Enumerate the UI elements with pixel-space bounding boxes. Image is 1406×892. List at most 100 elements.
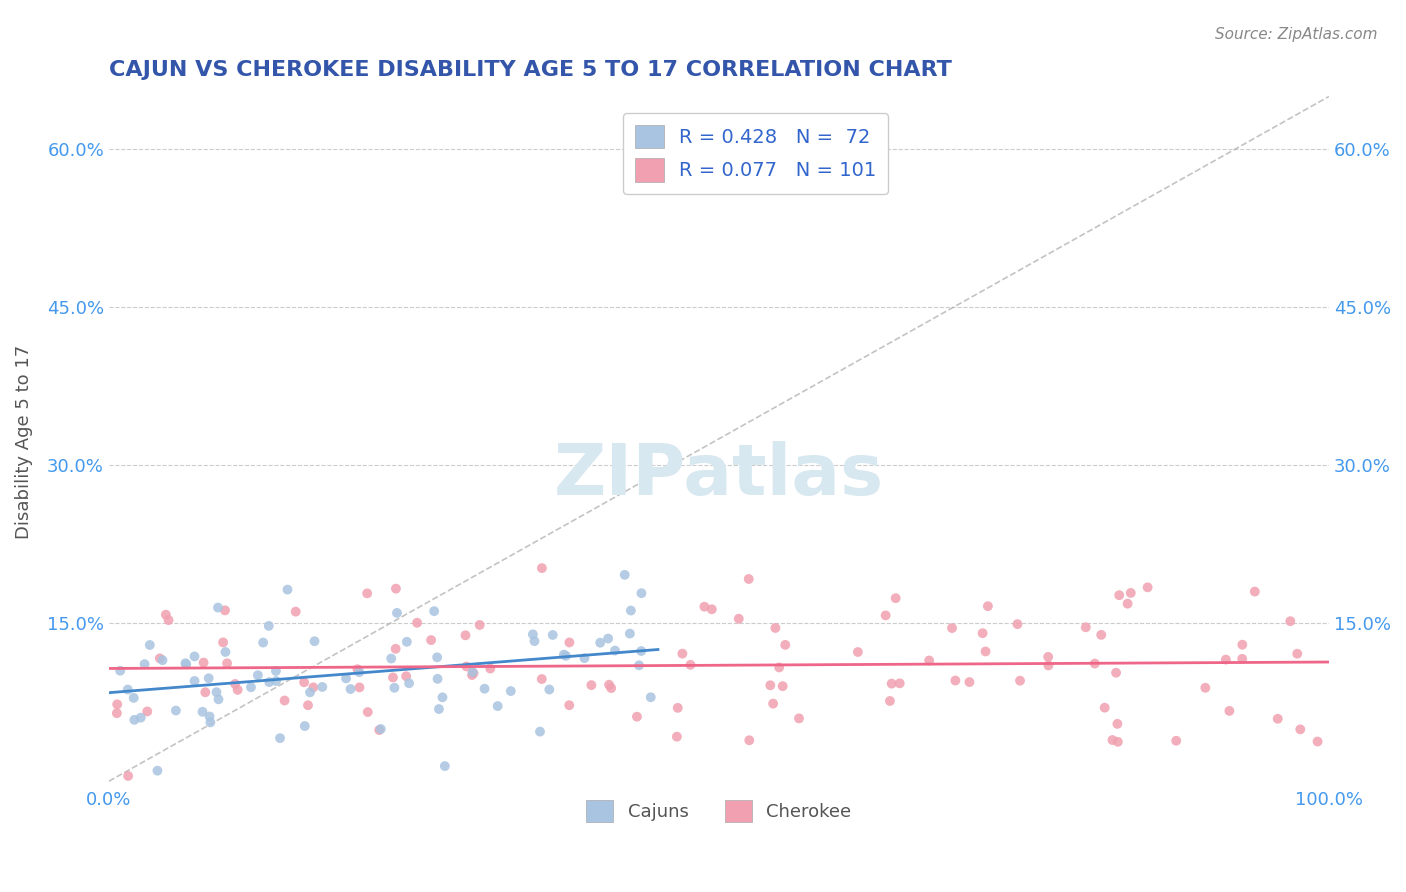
Point: [433, 759, 456, 773]
Point: [1232, 638, 1254, 652]
Point: [463, 666, 485, 681]
Point: [246, 668, 269, 682]
Point: [454, 628, 477, 642]
Point: [165, 704, 187, 718]
Legend: Cajuns, Cherokee: Cajuns, Cherokee: [575, 789, 862, 832]
Point: [1166, 733, 1188, 747]
Point: [679, 657, 702, 672]
Point: [108, 664, 131, 678]
Point: [1074, 620, 1097, 634]
Point: [1289, 723, 1312, 737]
Point: [385, 582, 408, 596]
Point: [426, 672, 449, 686]
Point: [558, 635, 581, 649]
Point: [875, 608, 897, 623]
Point: [620, 603, 643, 617]
Point: [600, 681, 623, 695]
Point: [1116, 597, 1139, 611]
Point: [152, 653, 174, 667]
Point: [598, 632, 620, 646]
Point: [157, 613, 180, 627]
Point: [273, 693, 295, 707]
Point: [884, 591, 907, 606]
Point: [207, 600, 229, 615]
Point: [420, 633, 443, 648]
Point: [630, 586, 652, 600]
Point: [356, 586, 378, 600]
Y-axis label: Disability Age 5 to 17: Disability Age 5 to 17: [15, 344, 32, 539]
Point: [105, 706, 128, 720]
Point: [193, 656, 215, 670]
Point: [252, 635, 274, 649]
Point: [1007, 617, 1029, 632]
Point: [574, 651, 596, 665]
Point: [619, 626, 641, 640]
Point: [335, 672, 357, 686]
Point: [124, 713, 146, 727]
Point: [214, 603, 236, 617]
Text: CAJUN VS CHEROKEE DISABILITY AGE 5 TO 17 CORRELATION CHART: CAJUN VS CHEROKEE DISABILITY AGE 5 TO 17…: [108, 60, 952, 79]
Point: [461, 665, 484, 680]
Point: [499, 684, 522, 698]
Point: [139, 638, 162, 652]
Point: [432, 690, 454, 705]
Point: [183, 649, 205, 664]
Point: [1232, 652, 1254, 666]
Point: [889, 676, 911, 690]
Point: [461, 668, 484, 682]
Point: [197, 671, 219, 685]
Point: [292, 675, 315, 690]
Point: [198, 709, 221, 723]
Point: [200, 715, 222, 730]
Point: [1105, 665, 1128, 680]
Point: [977, 599, 1000, 614]
Point: [628, 658, 651, 673]
Point: [117, 682, 139, 697]
Point: [1107, 735, 1129, 749]
Point: [479, 662, 502, 676]
Point: [1084, 657, 1107, 671]
Point: [555, 648, 578, 663]
Point: [762, 697, 785, 711]
Point: [395, 634, 418, 648]
Point: [1036, 649, 1059, 664]
Point: [1136, 580, 1159, 594]
Point: [558, 698, 581, 713]
Point: [1108, 588, 1130, 602]
Point: [174, 657, 197, 672]
Point: [264, 664, 287, 678]
Point: [269, 731, 291, 746]
Point: [117, 769, 139, 783]
Point: [1094, 700, 1116, 714]
Point: [1243, 584, 1265, 599]
Point: [384, 681, 406, 695]
Point: [134, 657, 156, 672]
Point: [613, 567, 636, 582]
Point: [759, 678, 782, 692]
Point: [972, 626, 994, 640]
Point: [215, 657, 238, 671]
Point: [671, 647, 693, 661]
Point: [105, 698, 128, 712]
Point: [207, 692, 229, 706]
Point: [693, 599, 716, 614]
Point: [368, 723, 391, 737]
Point: [530, 672, 553, 686]
Point: [257, 619, 280, 633]
Point: [194, 685, 217, 699]
Text: Source: ZipAtlas.com: Source: ZipAtlas.com: [1215, 27, 1378, 42]
Point: [603, 643, 626, 657]
Point: [1279, 614, 1302, 628]
Point: [385, 606, 408, 620]
Point: [1306, 734, 1329, 748]
Point: [598, 678, 620, 692]
Point: [302, 681, 325, 695]
Point: [738, 733, 761, 747]
Point: [398, 676, 420, 690]
Point: [339, 681, 361, 696]
Point: [214, 645, 236, 659]
Point: [529, 724, 551, 739]
Point: [772, 679, 794, 693]
Point: [370, 722, 392, 736]
Point: [456, 659, 478, 673]
